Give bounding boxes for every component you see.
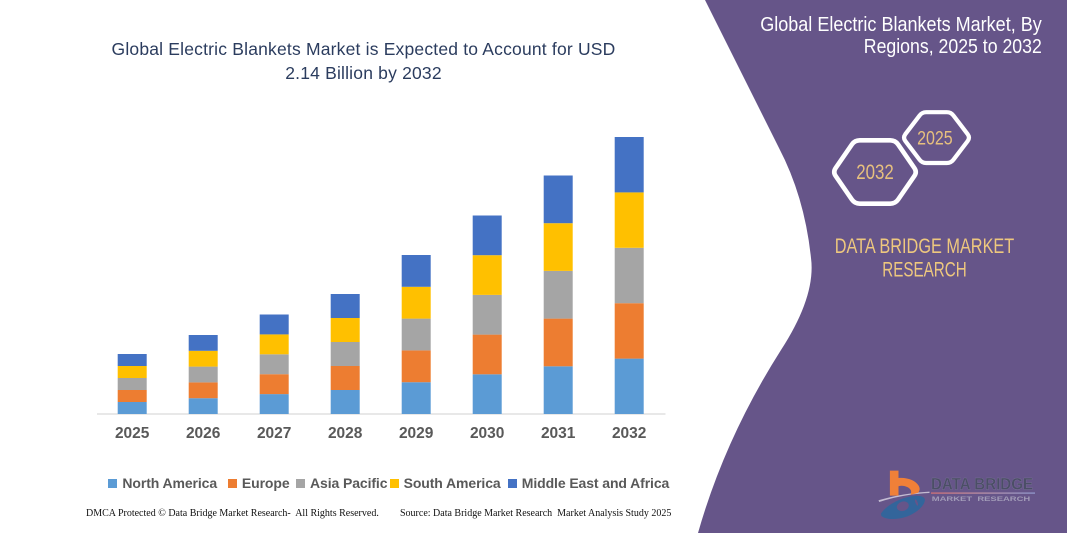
- svg-text:Global Electric Blankets Marke: Global Electric Blankets Market, By: [760, 13, 1042, 36]
- svg-text:DATA BRIDGE MARKET: DATA BRIDGE MARKET: [835, 234, 1015, 258]
- svg-text:2032: 2032: [856, 160, 894, 184]
- svg-text:DATA BRIDGE: DATA BRIDGE: [931, 475, 1033, 494]
- svg-text:Regions, 2025 to 2032: Regions, 2025 to 2032: [864, 35, 1042, 58]
- svg-text:RESEARCH: RESEARCH: [882, 258, 966, 282]
- svg-text:MARKET RESEARCH: MARKET RESEARCH: [932, 496, 1031, 503]
- svg-text:2025: 2025: [917, 129, 953, 150]
